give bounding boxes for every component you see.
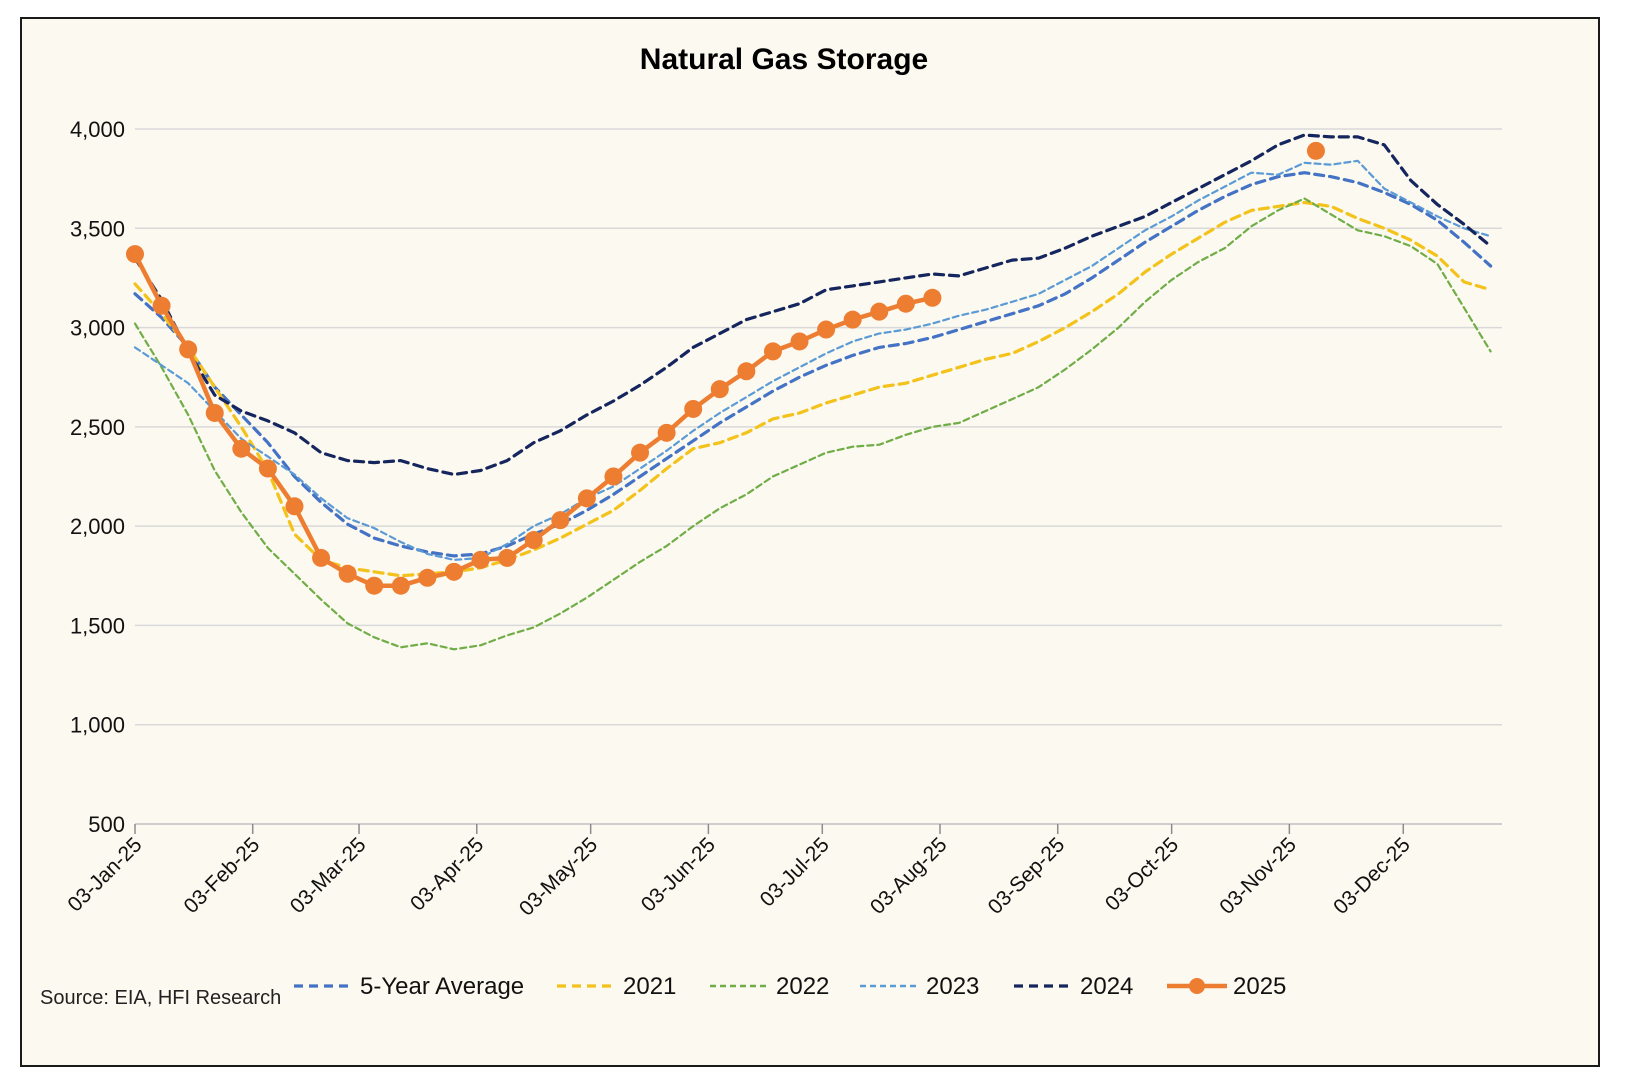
x-tick-label: 03-Jun-25 — [637, 833, 720, 916]
x-tick-label: 03-Feb-25 — [179, 833, 264, 918]
series-line — [133, 159, 1492, 562]
data-point — [763, 342, 782, 361]
series-line — [133, 133, 1493, 477]
y-tick-label: 4,000 — [70, 117, 125, 142]
data-point — [1306, 141, 1325, 160]
source-note: Source: EIA, HFI Research — [40, 987, 281, 1009]
legend: 5-Year Average 2021 2022 2023 2024 2025 — [294, 973, 1286, 1000]
x-tick-label: 03-Mar-25 — [286, 833, 371, 918]
y-tick-label: 3,000 — [70, 316, 125, 341]
data-point — [285, 497, 304, 516]
series-line — [133, 197, 1492, 651]
data-point — [444, 562, 463, 581]
x-tick-label: 03-May-25 — [515, 833, 602, 920]
legend-label: 2021 — [623, 973, 676, 1000]
legend-item: 2022 — [710, 973, 829, 1000]
data-point — [232, 439, 251, 458]
data-point — [923, 288, 942, 307]
data-point — [205, 403, 224, 422]
x-tick-label: 03-Oct-25 — [1101, 833, 1183, 915]
data-point — [896, 294, 915, 313]
chart-frame: Natural Gas Storage 500 1,000 1,500 2,000 2,… — [20, 17, 1600, 1067]
data-point — [684, 399, 703, 418]
data-point — [870, 302, 889, 321]
data-point — [471, 550, 490, 569]
data-point — [258, 459, 277, 478]
legend-item: 2025 — [1167, 973, 1286, 1000]
legend-label: 2024 — [1080, 973, 1133, 1000]
legend-label: 2022 — [776, 973, 829, 1000]
data-point — [631, 443, 650, 462]
series-2022 — [133, 197, 1492, 651]
data-point — [338, 564, 357, 583]
series-2023 — [133, 159, 1492, 562]
data-point — [391, 576, 410, 595]
series-5-year-average — [133, 171, 1493, 558]
data-point — [524, 531, 543, 550]
axis-layer: 500 1,000 1,500 2,000 2,500 3,000 3,500 4,000 03… — [63, 117, 1502, 921]
data-point — [604, 467, 623, 486]
legend-label: 2023 — [926, 973, 979, 1000]
series-layer — [126, 133, 1493, 651]
y-tick-label: 1,500 — [70, 613, 125, 638]
data-point — [152, 296, 171, 315]
x-tick-label: 03-Apr-25 — [406, 833, 488, 915]
x-tick-label: 03-Aug-25 — [866, 833, 952, 919]
legend-item: 2021 — [557, 973, 676, 1000]
data-point — [577, 489, 596, 508]
data-point — [817, 320, 836, 339]
legend-label: 2025 — [1233, 973, 1286, 1000]
x-tick-label: 03-Dec-25 — [1329, 833, 1415, 919]
y-tick-label: 2,000 — [70, 514, 125, 539]
data-point — [790, 332, 809, 351]
data-point — [312, 548, 331, 567]
series-2025 — [126, 245, 942, 595]
data-point — [843, 310, 862, 329]
data-point — [710, 380, 729, 399]
x-tick-label: 03-Jul-25 — [756, 833, 834, 911]
legend-item: 2023 — [860, 973, 979, 1000]
series-2024 — [133, 133, 1493, 477]
legend-item: 5-Year Average — [294, 973, 524, 1000]
y-tick-label: 2,500 — [70, 415, 125, 440]
data-point — [737, 362, 756, 381]
data-point — [498, 548, 517, 567]
series-line — [133, 171, 1493, 558]
y-tick-label: 500 — [88, 812, 125, 837]
legend-marker — [1189, 978, 1205, 994]
data-point — [418, 568, 437, 587]
series-2021 — [133, 200, 1493, 578]
series-marker-6 — [1306, 141, 1325, 160]
chart-svg: Natural Gas Storage 500 1,000 1,500 2,000 2,… — [40, 43, 1502, 1009]
legend-item: 2024 — [1014, 973, 1133, 1000]
grid-layer — [135, 128, 1502, 726]
data-point — [657, 423, 676, 442]
x-tick-label: 03-Nov-25 — [1215, 833, 1301, 919]
y-tick-label: 1,000 — [70, 713, 125, 738]
series-line — [133, 200, 1493, 578]
data-point — [126, 245, 144, 264]
x-tick-label: 03-Sep-25 — [984, 833, 1070, 919]
y-tick-label: 3,500 — [70, 216, 125, 241]
chart-title: Natural Gas Storage — [640, 43, 928, 76]
x-tick-label: 03-Jan-25 — [63, 833, 146, 916]
data-point — [179, 340, 198, 359]
legend-label: 5-Year Average — [360, 973, 524, 1000]
data-point — [551, 511, 570, 530]
data-point — [365, 576, 384, 595]
